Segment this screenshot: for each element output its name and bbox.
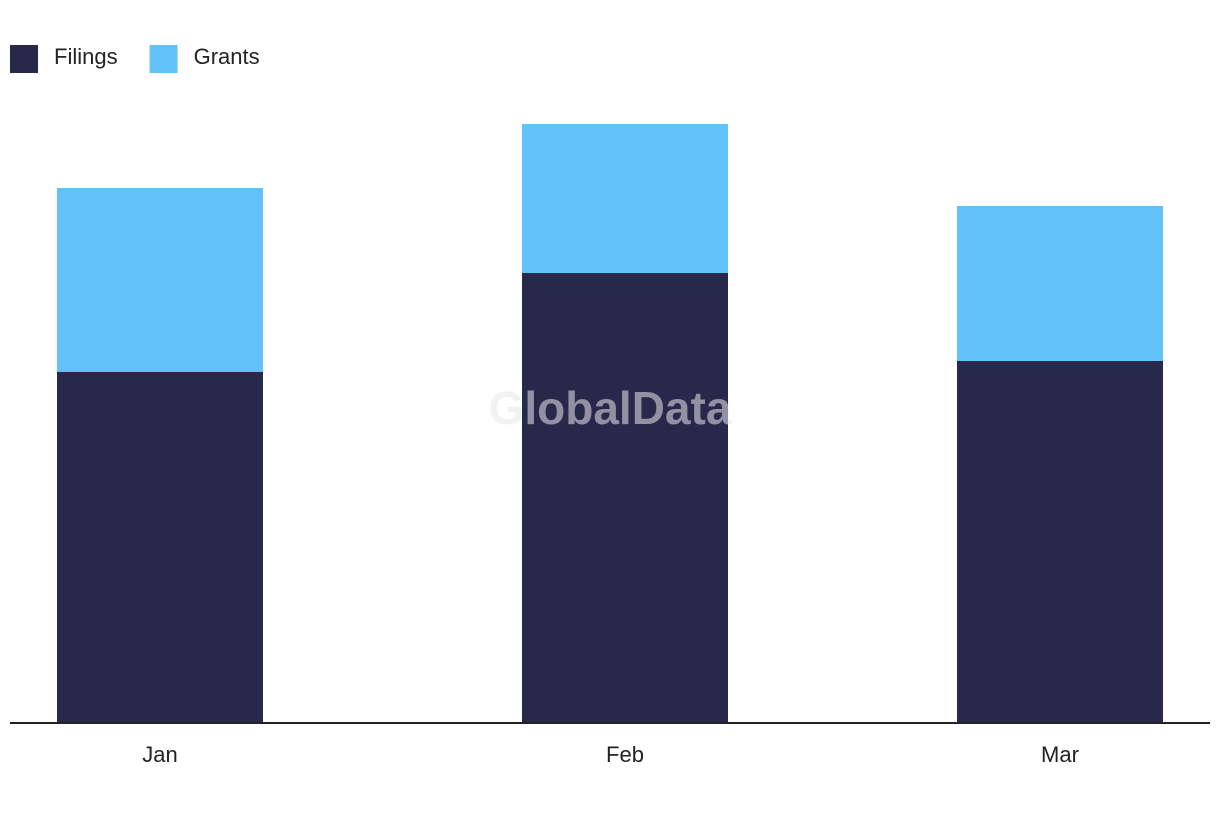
legend-label: Filings [54,44,118,69]
bar-segment [522,124,728,273]
legend-swatch [10,45,38,73]
bar-segment [957,206,1163,361]
bar-segment [522,273,728,723]
bar-segment [957,361,1163,723]
watermark: GlobalData [489,382,732,434]
x-tick-label: Feb [606,742,644,767]
x-tick-label: Mar [1041,742,1079,767]
legend-label: Grants [194,44,260,69]
bar-segment [57,372,263,723]
legend-swatch [149,45,178,73]
x-tick-label: Jan [142,742,177,767]
bar-segment [57,188,263,372]
